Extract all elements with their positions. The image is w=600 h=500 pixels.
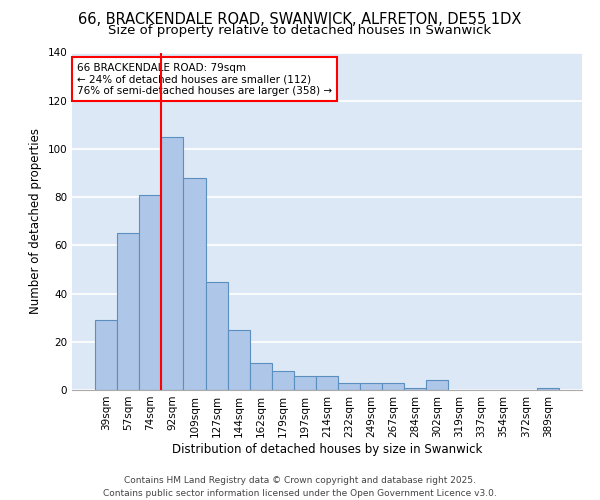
Bar bbox=[184, 178, 206, 390]
Bar bbox=[250, 364, 272, 390]
Bar bbox=[360, 383, 382, 390]
Bar bbox=[427, 380, 448, 390]
Text: Size of property relative to detached houses in Swanwick: Size of property relative to detached ho… bbox=[109, 24, 491, 37]
Bar bbox=[316, 376, 338, 390]
Text: 66 BRACKENDALE ROAD: 79sqm
← 24% of detached houses are smaller (112)
76% of sem: 66 BRACKENDALE ROAD: 79sqm ← 24% of deta… bbox=[77, 62, 332, 96]
Bar bbox=[95, 320, 117, 390]
Bar bbox=[161, 137, 184, 390]
Bar bbox=[294, 376, 316, 390]
Bar bbox=[338, 383, 360, 390]
X-axis label: Distribution of detached houses by size in Swanwick: Distribution of detached houses by size … bbox=[172, 442, 482, 456]
Bar bbox=[272, 370, 294, 390]
Y-axis label: Number of detached properties: Number of detached properties bbox=[29, 128, 42, 314]
Bar bbox=[404, 388, 427, 390]
Bar bbox=[537, 388, 559, 390]
Text: 66, BRACKENDALE ROAD, SWANWICK, ALFRETON, DE55 1DX: 66, BRACKENDALE ROAD, SWANWICK, ALFRETON… bbox=[79, 12, 521, 28]
Text: Contains HM Land Registry data © Crown copyright and database right 2025.
Contai: Contains HM Land Registry data © Crown c… bbox=[103, 476, 497, 498]
Bar bbox=[227, 330, 250, 390]
Bar bbox=[382, 383, 404, 390]
Bar bbox=[117, 234, 139, 390]
Bar bbox=[139, 194, 161, 390]
Bar bbox=[206, 282, 227, 390]
